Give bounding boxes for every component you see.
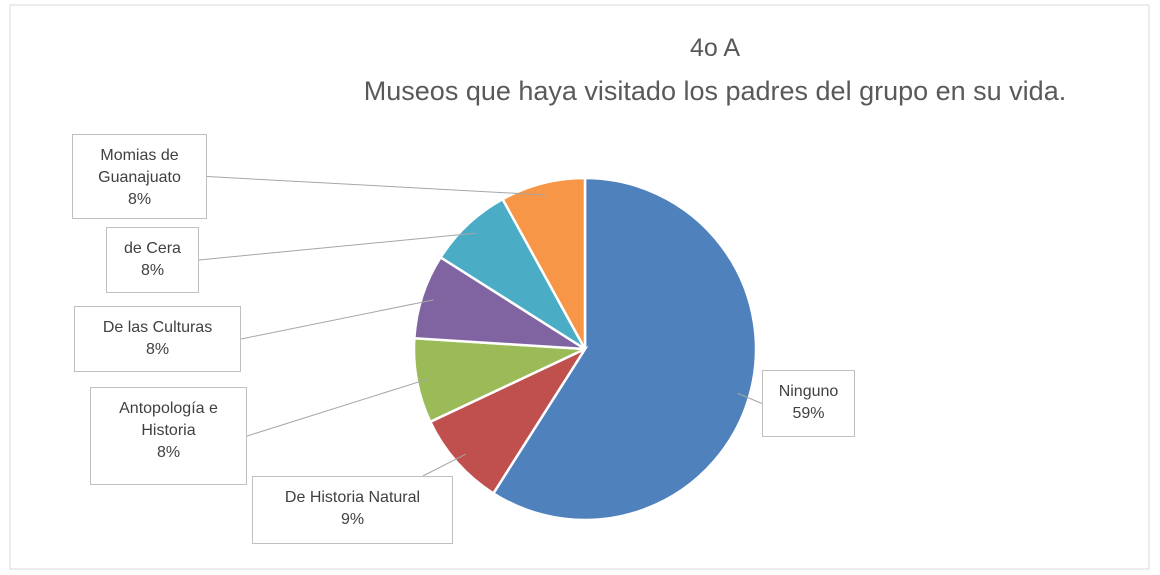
label-category: De las Culturas [102,319,213,336]
leader-line [246,378,429,437]
data-label: De Historia Natural 9% [252,476,453,544]
label-value: 8% [140,262,165,279]
label-category: Ninguno [778,383,839,400]
data-label: Momias de Guanajuato 8% [72,134,207,219]
leader-line [240,299,434,340]
leader-line [737,392,763,404]
leader-line [422,453,466,477]
pie-slice [491,176,758,522]
data-label: Antopología e Historia 8% [90,387,247,485]
data-label: de Cera 8% [106,227,199,293]
label-category: De Historia Natural [284,489,421,506]
chart-title: 4o A [689,34,741,62]
data-label: De las Culturas 8% [74,306,241,372]
label-category: Antopología e Historia [119,400,218,439]
data-label: Ninguno 59% [762,370,855,437]
label-value: 9% [340,511,365,528]
label-value: 8% [156,444,181,461]
label-category: Momias de Guanajuato [98,147,181,186]
pie-slice [500,176,587,350]
leader-line [206,176,546,196]
label-category: de Cera [124,240,181,257]
label-value: 8% [145,341,170,358]
label-value: 59% [792,405,825,422]
chart-subtitle: Museos que haya visitado los padres del … [363,76,1067,106]
pie-slice [428,346,589,496]
leader-line [198,232,477,261]
label-value: 8% [127,191,152,208]
